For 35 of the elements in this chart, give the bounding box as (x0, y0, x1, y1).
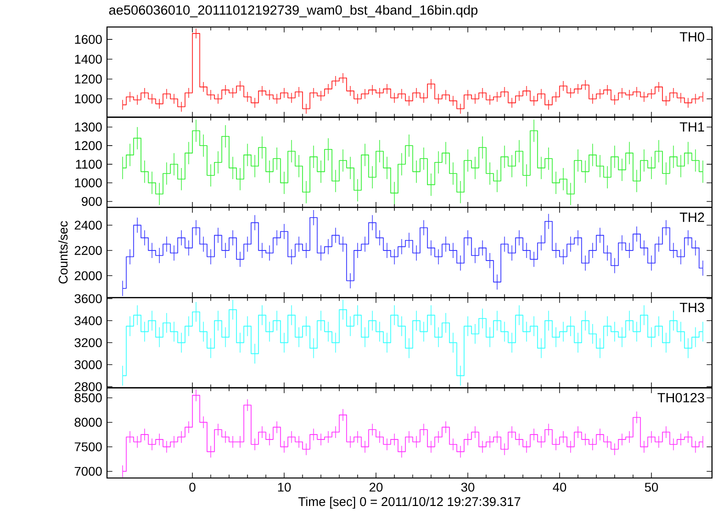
y-tick-label: 1200 (75, 74, 102, 84)
series-label: TH2 (680, 212, 704, 222)
y-tick-label: 8000 (74, 418, 102, 427)
y-tick-label: 2000 (74, 271, 102, 280)
y-tick-label: 1000 (75, 94, 102, 104)
series-label: TH1 (680, 122, 704, 132)
x-tick-label: 50 (644, 482, 658, 492)
y-tick-label: 2800 (74, 382, 102, 392)
y-tick-label: 900 (82, 196, 102, 206)
chart-title: ae506036010_20111012192739_wam0_bst_4band_16bin.qdp (109, 4, 478, 18)
y-tick-label: 3400 (74, 316, 102, 326)
y-tick-label: 7500 (74, 442, 102, 452)
y-tick-label: 1400 (75, 54, 102, 64)
series-label: TH0123 (658, 392, 704, 402)
y-tick-label: 1200 (75, 141, 102, 150)
series-label: TH3 (680, 302, 704, 312)
text: TH0 (680, 32, 704, 42)
x-tick-label: 30 (461, 482, 474, 492)
y-tick-label: 1300 (75, 122, 102, 132)
y-tick-label: 1100 (76, 160, 102, 169)
x-tick-label: 20 (370, 482, 383, 492)
y-tick-label: 2400 (74, 220, 102, 230)
y-tick-label: 8500 (74, 393, 102, 402)
x-tick-label: 0 (189, 482, 196, 492)
y-tick-label: 1000 (75, 178, 102, 188)
y-tick-label: 3000 (74, 360, 102, 370)
x-tick-label: 10 (278, 482, 291, 492)
y-tick-label: 3200 (74, 338, 102, 348)
y-tick-label: 2200 (74, 246, 102, 255)
y-axis-title: Counts/sec (58, 221, 68, 284)
x-tick-label: 40 (552, 482, 566, 492)
y-tick-label: 1600 (75, 34, 102, 44)
y-tick-label: 7000 (74, 466, 102, 476)
y-tick-label: 3600 (74, 294, 102, 304)
x-axis-title: Time [sec] 0 = 2011/10/12 19:27:39.317 (298, 496, 520, 509)
